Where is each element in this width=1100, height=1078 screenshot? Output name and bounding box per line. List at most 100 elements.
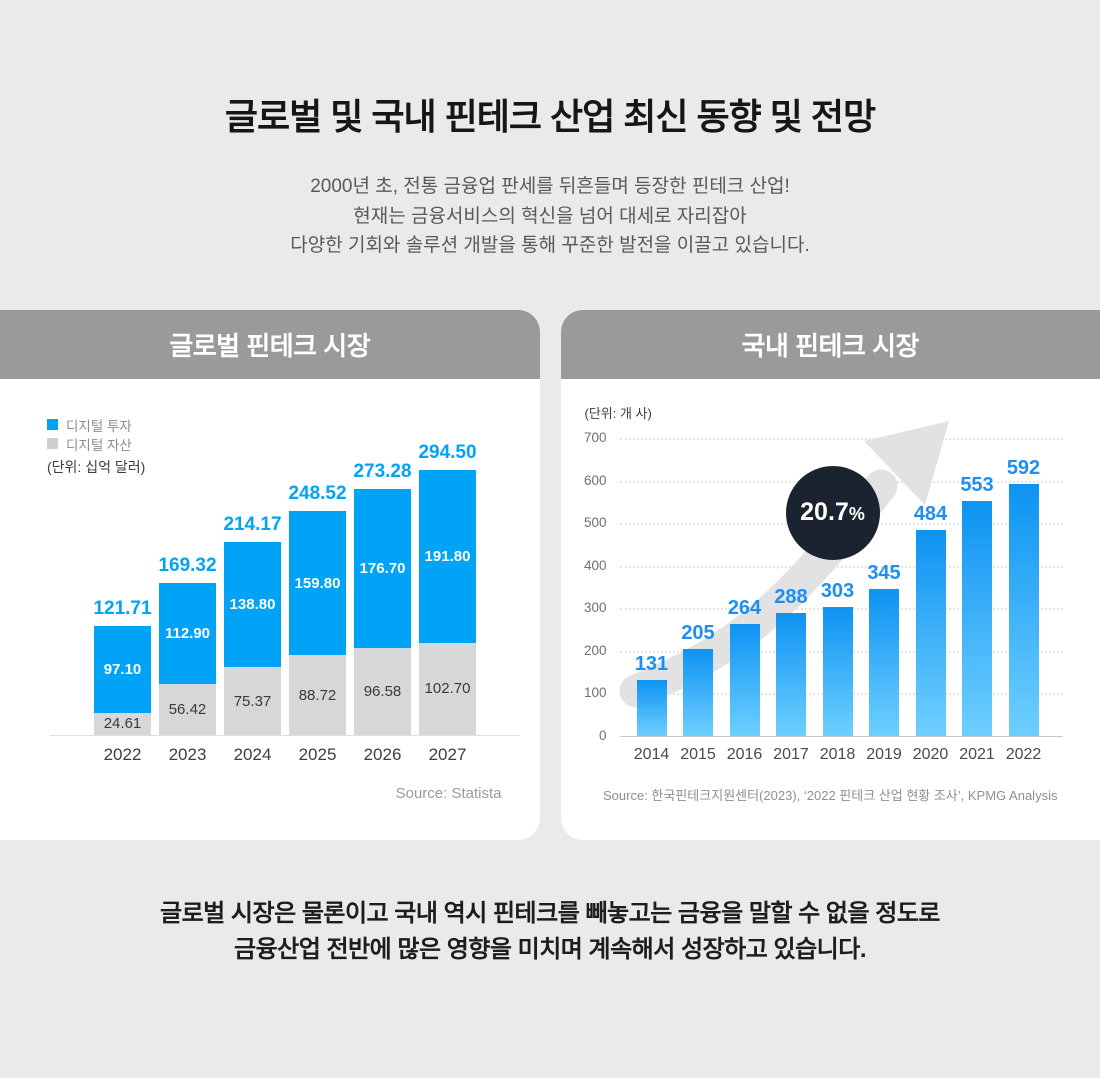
global-x-axis-label: 2022 xyxy=(103,745,142,764)
global-bar-2027: 294.50 191.80 102.70 2027 xyxy=(418,442,476,764)
global-total-label: 273.28 xyxy=(353,461,412,483)
global-bar-2025: 248.52 159.80 88.72 2025 xyxy=(288,483,346,764)
korea-value-label: 484 xyxy=(913,503,948,525)
korea-bar-fill xyxy=(776,613,806,736)
korea-bars-group: 131 2014 205 2015 264 2016 288 2017 303 2018 345 20… xyxy=(634,438,1042,763)
korea-bar-plot: 131 2014 205 2015 264 2016 288 2017 303 2018 345 20… xyxy=(561,430,1100,763)
korea-x-axis-label: 2017 xyxy=(773,746,809,763)
y-axis-tick-0: 0 xyxy=(598,728,607,743)
digital-investment-segment: 191.80 xyxy=(419,470,476,643)
korea-bar-fill xyxy=(822,607,853,736)
korea-bar-fill xyxy=(729,623,760,736)
korea-x-axis-label: 2016 xyxy=(726,746,763,763)
global-x-axis-label: 2023 xyxy=(168,745,207,764)
korea-bar-fill xyxy=(1008,484,1039,736)
footer-line: 글로벌 시장은 물론이고 국내 역시 핀테크를 빼놓고는 금융을 말할 수 없을… xyxy=(160,900,941,927)
global-x-axis-label: 2024 xyxy=(233,745,272,764)
digital-investment-segment: 176.70 xyxy=(354,489,411,649)
global-total-label: 214.17 xyxy=(223,514,282,536)
korea-bar-2017: 288 2017 xyxy=(773,586,809,763)
korea-x-axis-label: 2021 xyxy=(959,746,995,763)
global-total-label: 294.50 xyxy=(418,442,477,464)
korea-value-label: 288 xyxy=(774,586,808,609)
korea-bar-fill xyxy=(962,500,992,736)
y-axis-tick-300: 300 xyxy=(583,600,607,616)
gridline-400 xyxy=(619,565,1063,568)
korea-bar-2015: 205 2015 xyxy=(680,622,716,763)
korea-x-axis-label: 2015 xyxy=(680,746,716,763)
global-total-label: 121.71 xyxy=(93,597,152,619)
y-axis-tick-500: 500 xyxy=(583,515,607,531)
korea-bar-2022: 592 2022 xyxy=(1006,457,1042,763)
korea-bar-2021: 553 2021 xyxy=(959,474,995,763)
korea-bar-2020: 484 2020 xyxy=(913,503,949,763)
global-bar-plot: 121.71 97.10 24.61 2022 169.32 112.90 56.42 202… xyxy=(50,379,520,764)
y-axis-tick-400: 400 xyxy=(583,557,607,573)
y-axis-tick-100: 100 xyxy=(583,685,607,701)
growth-rate-percent-sign: % xyxy=(848,504,865,524)
korea-bar-2018: 303 2018 xyxy=(820,580,856,763)
global-bar-2024: 214.17 138.80 75.37 2024 xyxy=(223,514,281,764)
digital-asset-segment: 24.61 xyxy=(94,712,151,735)
legend-swatch-gray-icon xyxy=(47,438,58,449)
korea-source-label: Source: 한국핀테크지원센터(2023), ‘2022 핀테크 산업 현황… xyxy=(603,788,1058,803)
korea-bar-fill xyxy=(683,648,713,736)
footer-line: 금융산업 전반에 많은 영향을 미치며 계속해서 성장하고 있습니다. xyxy=(233,936,867,963)
digital-asset-segment: 88.72 xyxy=(289,655,346,735)
korea-x-axis-label: 2019 xyxy=(866,746,902,763)
korea-x-axis-label: 2020 xyxy=(912,746,949,763)
korea-bar-2014: 131 2014 xyxy=(634,653,670,763)
global-total-label: 169.32 xyxy=(158,554,217,576)
global-fintech-card: 글로벌 핀테크 시장 디지털 투자 디지털 자산 (단위: 십억 달러) 121… xyxy=(0,310,540,840)
korea-x-axis-label: 2022 xyxy=(1005,746,1042,763)
korea-x-axis-label: 2014 xyxy=(633,746,670,763)
page-subtitle: 2000년 초, 전통 금융업 판세를 뒤흔들며 등장한 핀테크 산업! 현재는… xyxy=(0,172,1100,261)
page-title: 글로벌 및 국내 핀테크 산업 최신 동향 및 전망 xyxy=(224,96,876,137)
korea-bar-2019: 345 2019 xyxy=(866,562,902,763)
korea-fintech-card: 국내 핀테크 시장 (단위: 개 사) 131 2014 205 2015 264 201… xyxy=(560,310,1100,840)
korea-value-label: 205 xyxy=(681,621,715,644)
global-bar-2026: 273.28 176.70 96.58 2026 xyxy=(353,461,411,764)
legend-item-digital-investment: 디지털 투자 xyxy=(47,415,132,434)
y-axis-tick-600: 600 xyxy=(583,472,607,488)
korea-value-label: 131 xyxy=(634,653,669,676)
global-bars-group: 121.71 97.10 24.61 2022 169.32 112.90 56.42 202… xyxy=(50,379,520,764)
digital-investment-segment: 138.80 xyxy=(224,542,281,668)
subtitle-line: 다양한 기회와 솔루션 개발을 통해 꾸준한 발전을 이끌고 있습니다. xyxy=(290,235,810,256)
korea-bar-fill xyxy=(915,530,946,736)
gridline-700 xyxy=(619,438,1063,440)
digital-investment-segment: 112.90 xyxy=(159,582,216,685)
legend-label: 디지털 투자 xyxy=(66,418,132,434)
global-chart-legend: 디지털 투자 디지털 자산 xyxy=(47,415,132,453)
subtitle-line: 2000년 초, 전통 금융업 판세를 뒤흔들며 등장한 핀테크 산업! xyxy=(310,176,790,197)
korea-bar-fill xyxy=(636,680,667,736)
global-card-title: 글로벌 핀테크 시장 xyxy=(0,310,540,379)
digital-investment-segment: 97.10 xyxy=(94,625,151,713)
korea-unit-label: (단위: 개 사) xyxy=(584,406,652,421)
global-source-label: Source: Statista xyxy=(395,785,502,802)
global-bar-2023: 169.32 112.90 56.42 2023 xyxy=(158,555,216,764)
korea-value-label: 345 xyxy=(867,562,901,585)
korea-value-label: 264 xyxy=(727,596,762,619)
legend-item-digital-asset: 디지털 자산 xyxy=(47,434,132,453)
growth-rate-badge: 20.7% xyxy=(785,466,880,560)
digital-investment-segment: 159.80 xyxy=(289,511,346,656)
global-x-axis-label: 2027 xyxy=(428,745,467,764)
y-axis-tick-200: 200 xyxy=(583,642,607,658)
footer-copy: 글로벌 시장은 물론이고 국내 역시 핀테크를 빼놓고는 금융을 말할 수 없을… xyxy=(0,896,1100,968)
korea-value-label: 553 xyxy=(960,473,994,496)
korea-value-label: 303 xyxy=(820,580,855,602)
gridline-0 xyxy=(619,736,1063,737)
growth-rate-value: 20.7 xyxy=(800,498,849,526)
global-x-axis-label: 2025 xyxy=(298,745,337,764)
global-chart-area: 디지털 투자 디지털 자산 (단위: 십억 달러) 121.71 97.10 24.… xyxy=(0,379,540,840)
korea-card-title: 국내 핀테크 시장 xyxy=(560,310,1100,379)
legend-swatch-blue-icon xyxy=(47,419,58,430)
global-unit-label: (단위: 십억 달러) xyxy=(47,459,146,475)
korea-bar-2016: 264 2016 xyxy=(727,597,763,763)
korea-x-axis-label: 2018 xyxy=(819,746,856,763)
korea-chart-area: (단위: 개 사) 131 2014 205 2015 264 2016 288 2017 30… xyxy=(560,379,1100,840)
korea-bar-fill xyxy=(869,589,899,736)
digital-asset-segment: 75.37 xyxy=(224,667,281,735)
korea-value-label: 592 xyxy=(1006,457,1041,479)
